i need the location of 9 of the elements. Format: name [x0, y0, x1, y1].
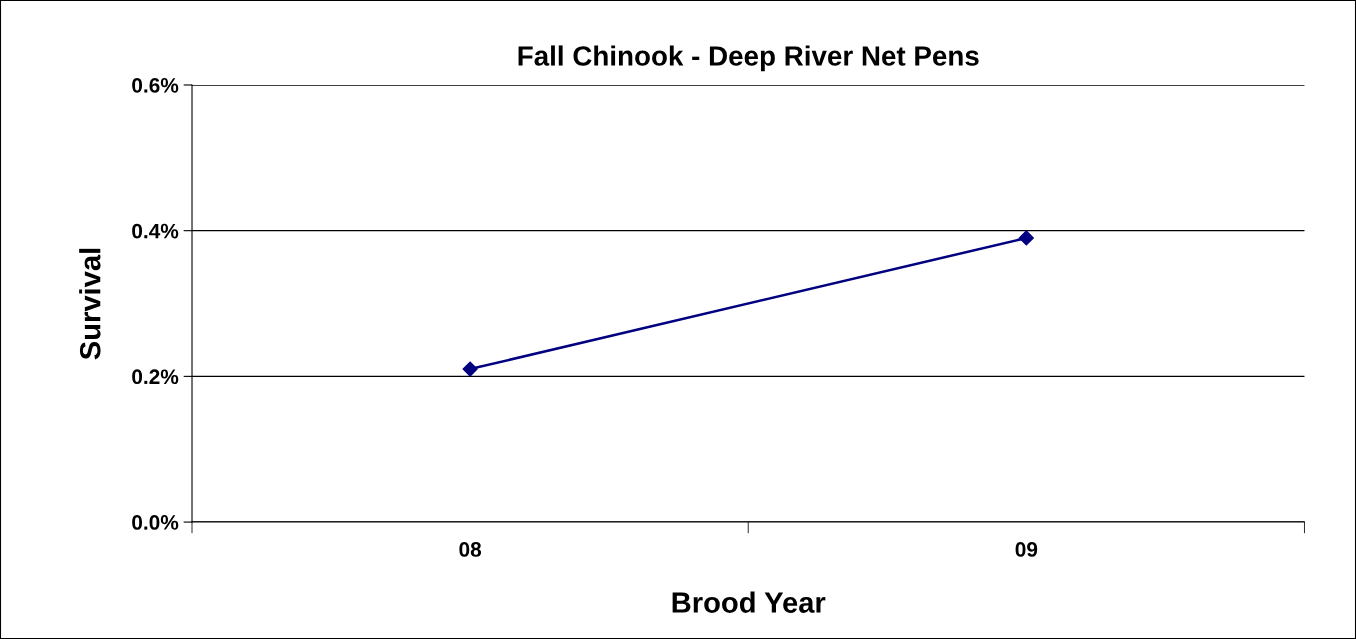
y-tick-label: 0.2%	[132, 369, 179, 385]
y-tick-label: 0.0%	[132, 515, 179, 530]
x-tick-label: 08	[459, 542, 482, 557]
y-tick-label: 0.6%	[132, 77, 179, 93]
x-axis-title: Brood Year	[672, 591, 826, 613]
y-tick-label: 0.4%	[132, 223, 179, 239]
y-axis-title: Survival	[79, 248, 101, 360]
chart-title: Fall Chinook - Deep River Net Pens	[518, 45, 979, 72]
x-tick-label: 09	[1015, 542, 1038, 557]
